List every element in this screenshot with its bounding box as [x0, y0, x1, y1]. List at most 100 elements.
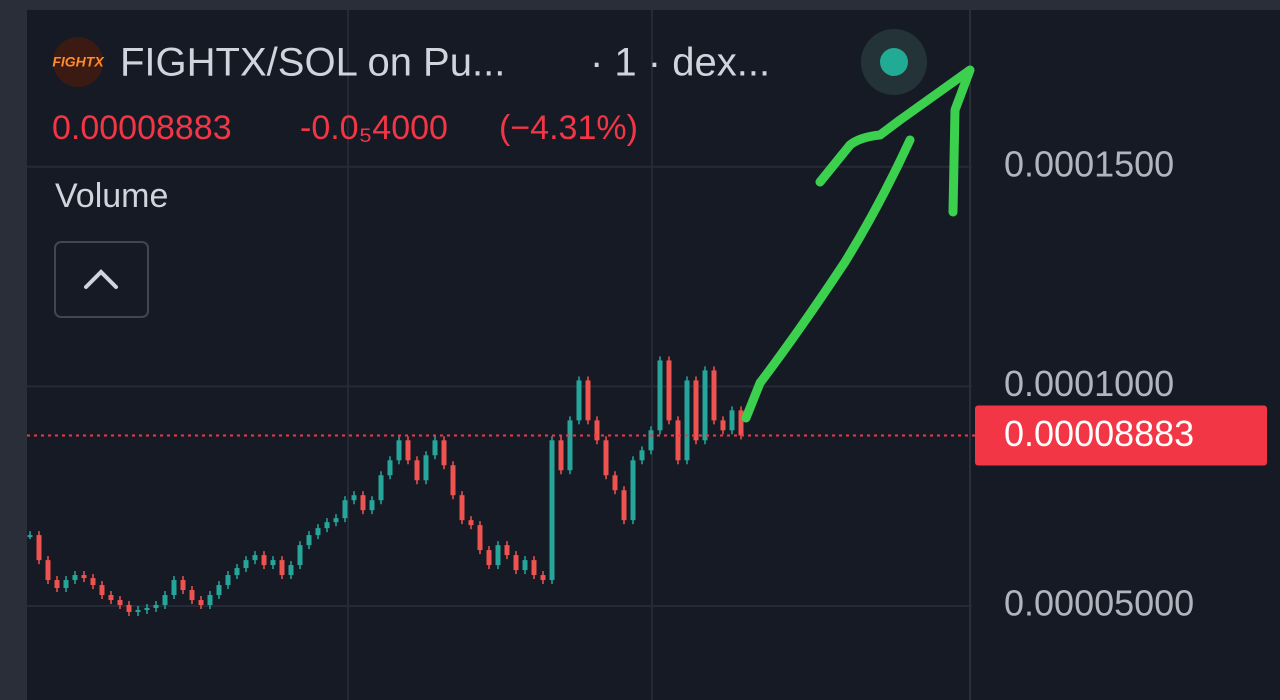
change-pct: (−4.31%) — [499, 109, 638, 147]
candle — [315, 528, 321, 536]
y-tick-label: 0.0001000 — [1004, 363, 1174, 404]
last-price-label: 0.00008883 — [1004, 413, 1194, 454]
candle — [621, 490, 627, 521]
candle — [117, 600, 123, 605]
candle — [738, 410, 744, 436]
candle — [333, 518, 339, 523]
candle — [288, 565, 294, 576]
candle — [684, 380, 690, 461]
candle — [297, 545, 303, 566]
candle — [423, 455, 429, 481]
panel — [27, 10, 1280, 700]
y-tick-label: 0.0001500 — [1004, 143, 1174, 184]
candle — [36, 535, 42, 561]
candle — [81, 575, 87, 579]
candle — [495, 545, 501, 566]
candle — [261, 555, 267, 566]
candle — [540, 575, 546, 581]
candle — [549, 440, 555, 581]
candle — [54, 580, 60, 589]
candle — [27, 535, 33, 538]
candle — [702, 370, 708, 441]
candle — [612, 475, 618, 491]
logo — [53, 37, 103, 87]
candle — [459, 495, 465, 521]
last-price-tag — [975, 405, 1267, 466]
candle — [144, 607, 150, 611]
candle — [369, 500, 375, 511]
change: -0.0₅4000 — [300, 109, 448, 147]
candle — [324, 522, 330, 529]
candle — [189, 590, 195, 601]
candle — [396, 440, 402, 461]
candle — [99, 585, 105, 596]
candle — [594, 420, 600, 441]
plot — [27, 165, 972, 616]
candle — [720, 420, 726, 431]
candle — [351, 495, 357, 501]
candle — [135, 610, 141, 613]
candle — [378, 475, 384, 501]
candle — [558, 440, 564, 471]
candle — [243, 560, 249, 569]
pair-title: FIGHTX/SOL on Pu... — [120, 41, 505, 85]
candle — [207, 595, 213, 605]
candle — [693, 380, 699, 441]
candle — [234, 568, 240, 576]
candle — [72, 575, 78, 581]
candle — [162, 595, 168, 605]
candle — [675, 420, 681, 461]
candle — [639, 450, 645, 461]
candle — [513, 555, 519, 571]
candle — [108, 595, 114, 601]
candle — [90, 578, 96, 586]
arrow-annotation — [741, 65, 975, 423]
y-tick-label: 0.00005000 — [1004, 583, 1194, 624]
candle — [342, 500, 348, 519]
candle — [63, 580, 69, 589]
candle — [441, 440, 447, 466]
candle — [486, 550, 492, 566]
collapse-button[interactable] — [54, 241, 149, 318]
candle — [414, 460, 420, 481]
candle — [432, 440, 438, 456]
candle — [306, 535, 312, 546]
candle — [153, 604, 159, 608]
candle — [216, 585, 222, 596]
candle — [603, 440, 609, 476]
candle — [171, 580, 177, 596]
candle — [450, 465, 456, 496]
candle — [279, 560, 285, 576]
candle — [198, 600, 204, 605]
chevron-up — [84, 269, 118, 289]
candle — [180, 580, 186, 591]
candle — [711, 370, 717, 421]
candle — [387, 460, 393, 476]
candle — [360, 495, 366, 511]
price: 0.00008883 — [52, 109, 232, 147]
candle — [468, 520, 474, 526]
candle — [504, 545, 510, 556]
candle — [666, 360, 672, 421]
candle — [729, 410, 735, 431]
candle — [225, 575, 231, 586]
interval: · 1 · dex... — [590, 41, 770, 85]
candle — [576, 380, 582, 421]
volume-label: Volume — [55, 177, 168, 215]
candle — [405, 440, 411, 461]
candle — [126, 604, 132, 612]
status-dot[interactable] — [880, 48, 908, 76]
logo-text: FIGHTX — [52, 54, 105, 70]
candle — [252, 555, 258, 561]
candle — [522, 560, 528, 571]
candle — [648, 430, 654, 451]
candle — [657, 360, 663, 431]
candle — [531, 560, 537, 576]
candle — [630, 460, 636, 521]
candle — [585, 380, 591, 421]
candle — [45, 560, 51, 581]
candle — [477, 525, 483, 551]
candle — [270, 560, 276, 566]
